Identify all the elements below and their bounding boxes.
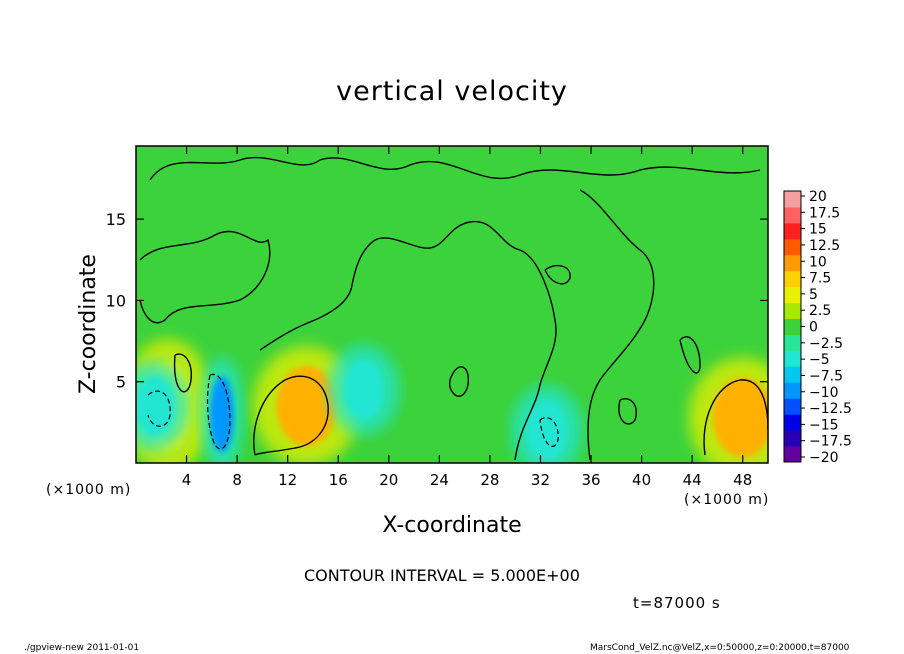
y-tick-label: 5 xyxy=(116,373,126,392)
x-tick-label: 16 xyxy=(329,471,348,489)
colorbar-label: 2.5 xyxy=(809,303,831,319)
colorbar-swatch xyxy=(784,382,801,399)
contour-line xyxy=(539,417,559,447)
plot-frame xyxy=(135,145,769,464)
x-tick-label: 28 xyxy=(480,471,499,489)
colorbar-swatch xyxy=(784,446,801,463)
y-axis-label: Z-coordinate xyxy=(76,254,101,394)
colorbar-swatch xyxy=(784,414,801,431)
colorbar-label: 5 xyxy=(809,287,818,303)
field-features xyxy=(136,338,768,463)
y-axis: 5 10 15 xyxy=(106,210,768,392)
x-tick-label: 24 xyxy=(430,471,449,489)
colorbar-swatch xyxy=(784,238,801,256)
contour-line xyxy=(253,375,329,456)
colorbar-label: 0 xyxy=(809,320,818,336)
contour-lines xyxy=(139,156,768,461)
colorbar-swatch xyxy=(784,206,801,224)
contour-line xyxy=(618,398,637,425)
colorbar-swatch xyxy=(784,318,801,335)
x-tick-label: 48 xyxy=(733,471,752,489)
contour-line xyxy=(149,156,761,181)
footer-right: MarsCond_VelZ.nc@VelZ,x=0:50000,z=0:2000… xyxy=(590,643,850,653)
colorbar-swatch xyxy=(784,222,801,240)
colorbar-swatch xyxy=(784,366,801,383)
contour-line xyxy=(139,230,271,324)
colorbar: 2017.51512.5107.552.50−2.5−5−7.5−10−12.5… xyxy=(783,189,852,466)
x-tick-label: 12 xyxy=(278,471,297,489)
x-axis-unit-left: (×1000 m) xyxy=(46,482,132,498)
field-feature-downdraft xyxy=(526,400,567,461)
chart-title: vertical velocity xyxy=(336,76,568,107)
contour-line xyxy=(679,336,701,374)
colorbar-swatch xyxy=(784,302,801,320)
y-tick-label: 10 xyxy=(106,291,126,310)
contour-line xyxy=(206,373,231,450)
footer-left: ./gpview-new 2011-01-01 xyxy=(24,643,140,653)
colorbar-label: −12.5 xyxy=(809,401,852,417)
x-tick-label: 8 xyxy=(232,471,242,489)
contour-line xyxy=(173,353,192,393)
x-axis-unit-right: (×1000 m) xyxy=(684,492,770,508)
colorbar-label: −15 xyxy=(809,417,839,433)
colorbar-label: −20 xyxy=(809,450,839,466)
contour-interval-text: CONTOUR INTERVAL = 5.000E+00 xyxy=(304,566,580,585)
contour-line xyxy=(544,264,571,285)
plot-area xyxy=(136,146,768,463)
colorbar-swatch xyxy=(784,286,801,304)
contour-line xyxy=(579,189,655,461)
contour-line xyxy=(147,390,171,427)
colorbar-swatch xyxy=(784,398,801,415)
x-tick-label: 20 xyxy=(379,471,398,489)
colorbar-label: 12.5 xyxy=(809,238,840,254)
x-axis-label: X-coordinate xyxy=(382,513,522,538)
colorbar-label: 7.5 xyxy=(809,271,831,287)
colorbar-swatch xyxy=(784,334,801,351)
field-feature-downdraft xyxy=(209,376,234,453)
colorbar-swatch xyxy=(784,350,801,367)
x-tick-label: 32 xyxy=(531,471,550,489)
colorbar-label: −17.5 xyxy=(809,434,852,450)
contour-line xyxy=(259,221,557,461)
time-stamp: t=87000 s xyxy=(633,594,721,612)
field-feature-updraft xyxy=(712,377,768,458)
x-axis: 4 8 12 16 20 24 28 32 36 40 44 48 xyxy=(182,146,752,489)
x-tick-label: 44 xyxy=(683,471,702,489)
x-tick-label: 4 xyxy=(182,471,192,489)
x-tick-label: 36 xyxy=(581,471,600,489)
colorbar-label: 15 xyxy=(809,222,827,238)
colorbar-label: −2.5 xyxy=(809,336,843,352)
y-tick-label: 15 xyxy=(106,210,126,229)
contour-line xyxy=(448,366,470,397)
colorbar-swatch xyxy=(784,191,801,208)
field-feature-downdraft xyxy=(136,376,175,437)
colorbar-label: −5 xyxy=(809,352,830,368)
x-tick-label: 40 xyxy=(632,471,651,489)
colorbar-label: −7.5 xyxy=(809,368,843,384)
colorbar-label: 17.5 xyxy=(809,205,840,221)
colorbar-label: 20 xyxy=(809,189,827,205)
colorbar-swatch xyxy=(784,430,801,447)
contour-line xyxy=(703,379,768,456)
colorbar-swatch xyxy=(784,254,801,272)
negative-contour-lines xyxy=(147,373,559,450)
colorbar-swatch xyxy=(784,270,801,288)
colorbar-label: −10 xyxy=(809,385,839,401)
field-feature-downdraft xyxy=(343,359,384,420)
colorbar-label: 10 xyxy=(809,254,827,270)
